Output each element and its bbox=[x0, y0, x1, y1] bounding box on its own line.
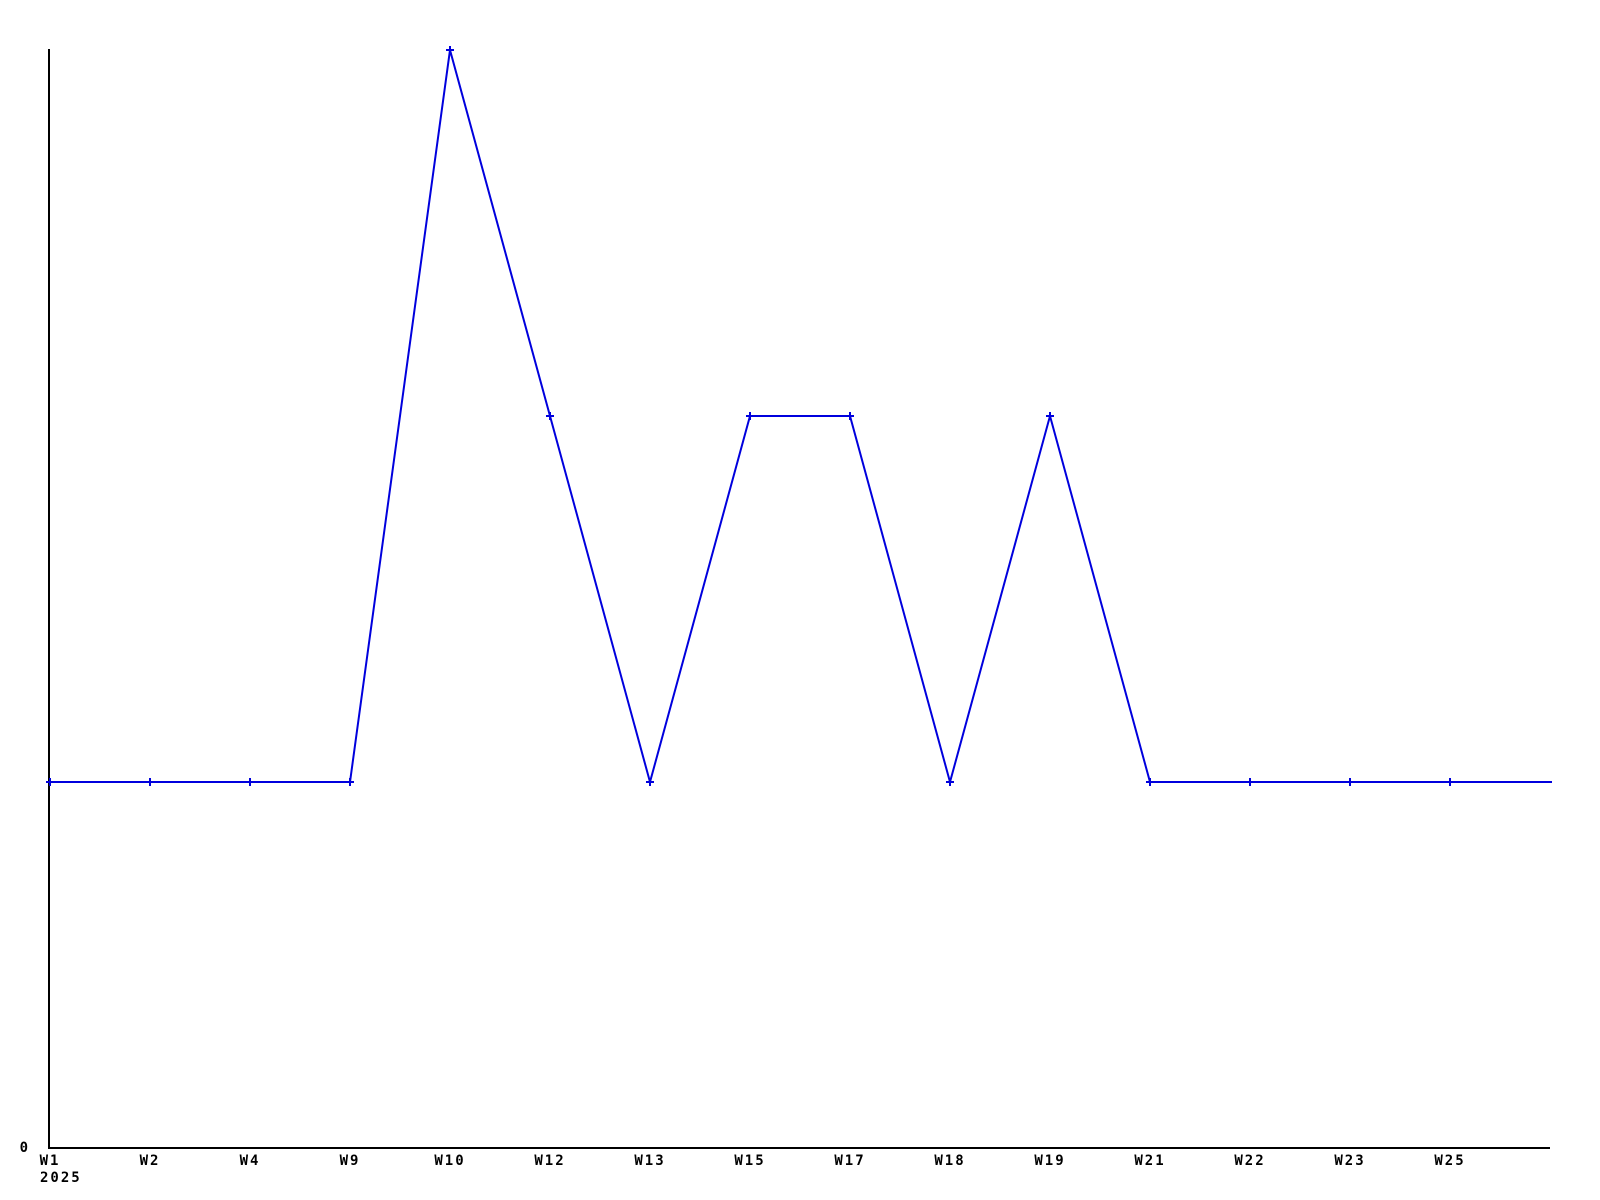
x-axis-tick-label-w1: W1 bbox=[39, 1153, 61, 1169]
x-axis-tick-label-w12: W12 bbox=[534, 1153, 566, 1169]
x-axis-tick-label-w18: W18 bbox=[934, 1153, 966, 1169]
x-axis-tick-label-w25: W25 bbox=[1434, 1153, 1466, 1169]
y-axis-zero-label: 0 bbox=[19, 1140, 28, 1156]
x-axis-tick-label-w22: W22 bbox=[1234, 1153, 1266, 1169]
x-axis-tick-label-w15: W15 bbox=[734, 1153, 766, 1169]
x-axis-tick-label-w10: W10 bbox=[434, 1153, 466, 1169]
x-axis-year-label: 2025 bbox=[40, 1170, 82, 1186]
data-line bbox=[50, 49, 1552, 786]
x-axis-tick-label-w9: W9 bbox=[339, 1153, 361, 1169]
x-axis-tick-label-w19: W19 bbox=[1034, 1153, 1066, 1169]
x-axis-tick-label-w17: W17 bbox=[834, 1153, 866, 1169]
x-axis-tick-label-w23: W23 bbox=[1334, 1153, 1366, 1169]
x-axis-tick-label-w2: W2 bbox=[139, 1153, 161, 1169]
x-axis-tick-label-w13: W13 bbox=[634, 1153, 666, 1169]
x-axis-tick-label-w4: W4 bbox=[239, 1153, 261, 1169]
data-point-markers bbox=[46, 46, 1454, 786]
x-axis-tick-label-w21: W21 bbox=[1134, 1153, 1166, 1169]
